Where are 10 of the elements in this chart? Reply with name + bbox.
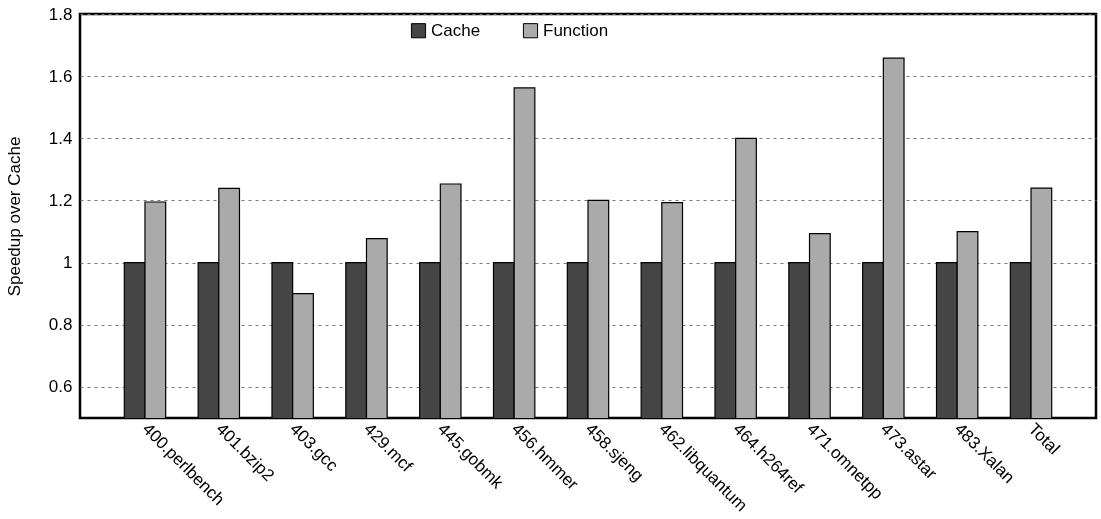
- y-tick-label: 1.2: [48, 190, 73, 210]
- y-axis-title: Speedup over Cache: [4, 136, 24, 297]
- y-tick-label: 0.8: [48, 315, 73, 335]
- y-tick-label: 1.6: [48, 66, 73, 86]
- y-tick-label: 1: [63, 253, 73, 273]
- y-tick-label: 0.6: [48, 377, 73, 397]
- legend-label: Cache: [431, 20, 481, 40]
- y-tick-label: 1.4: [48, 128, 73, 148]
- legend-label: Function: [543, 20, 609, 40]
- y-tick-label: 1.8: [48, 4, 73, 24]
